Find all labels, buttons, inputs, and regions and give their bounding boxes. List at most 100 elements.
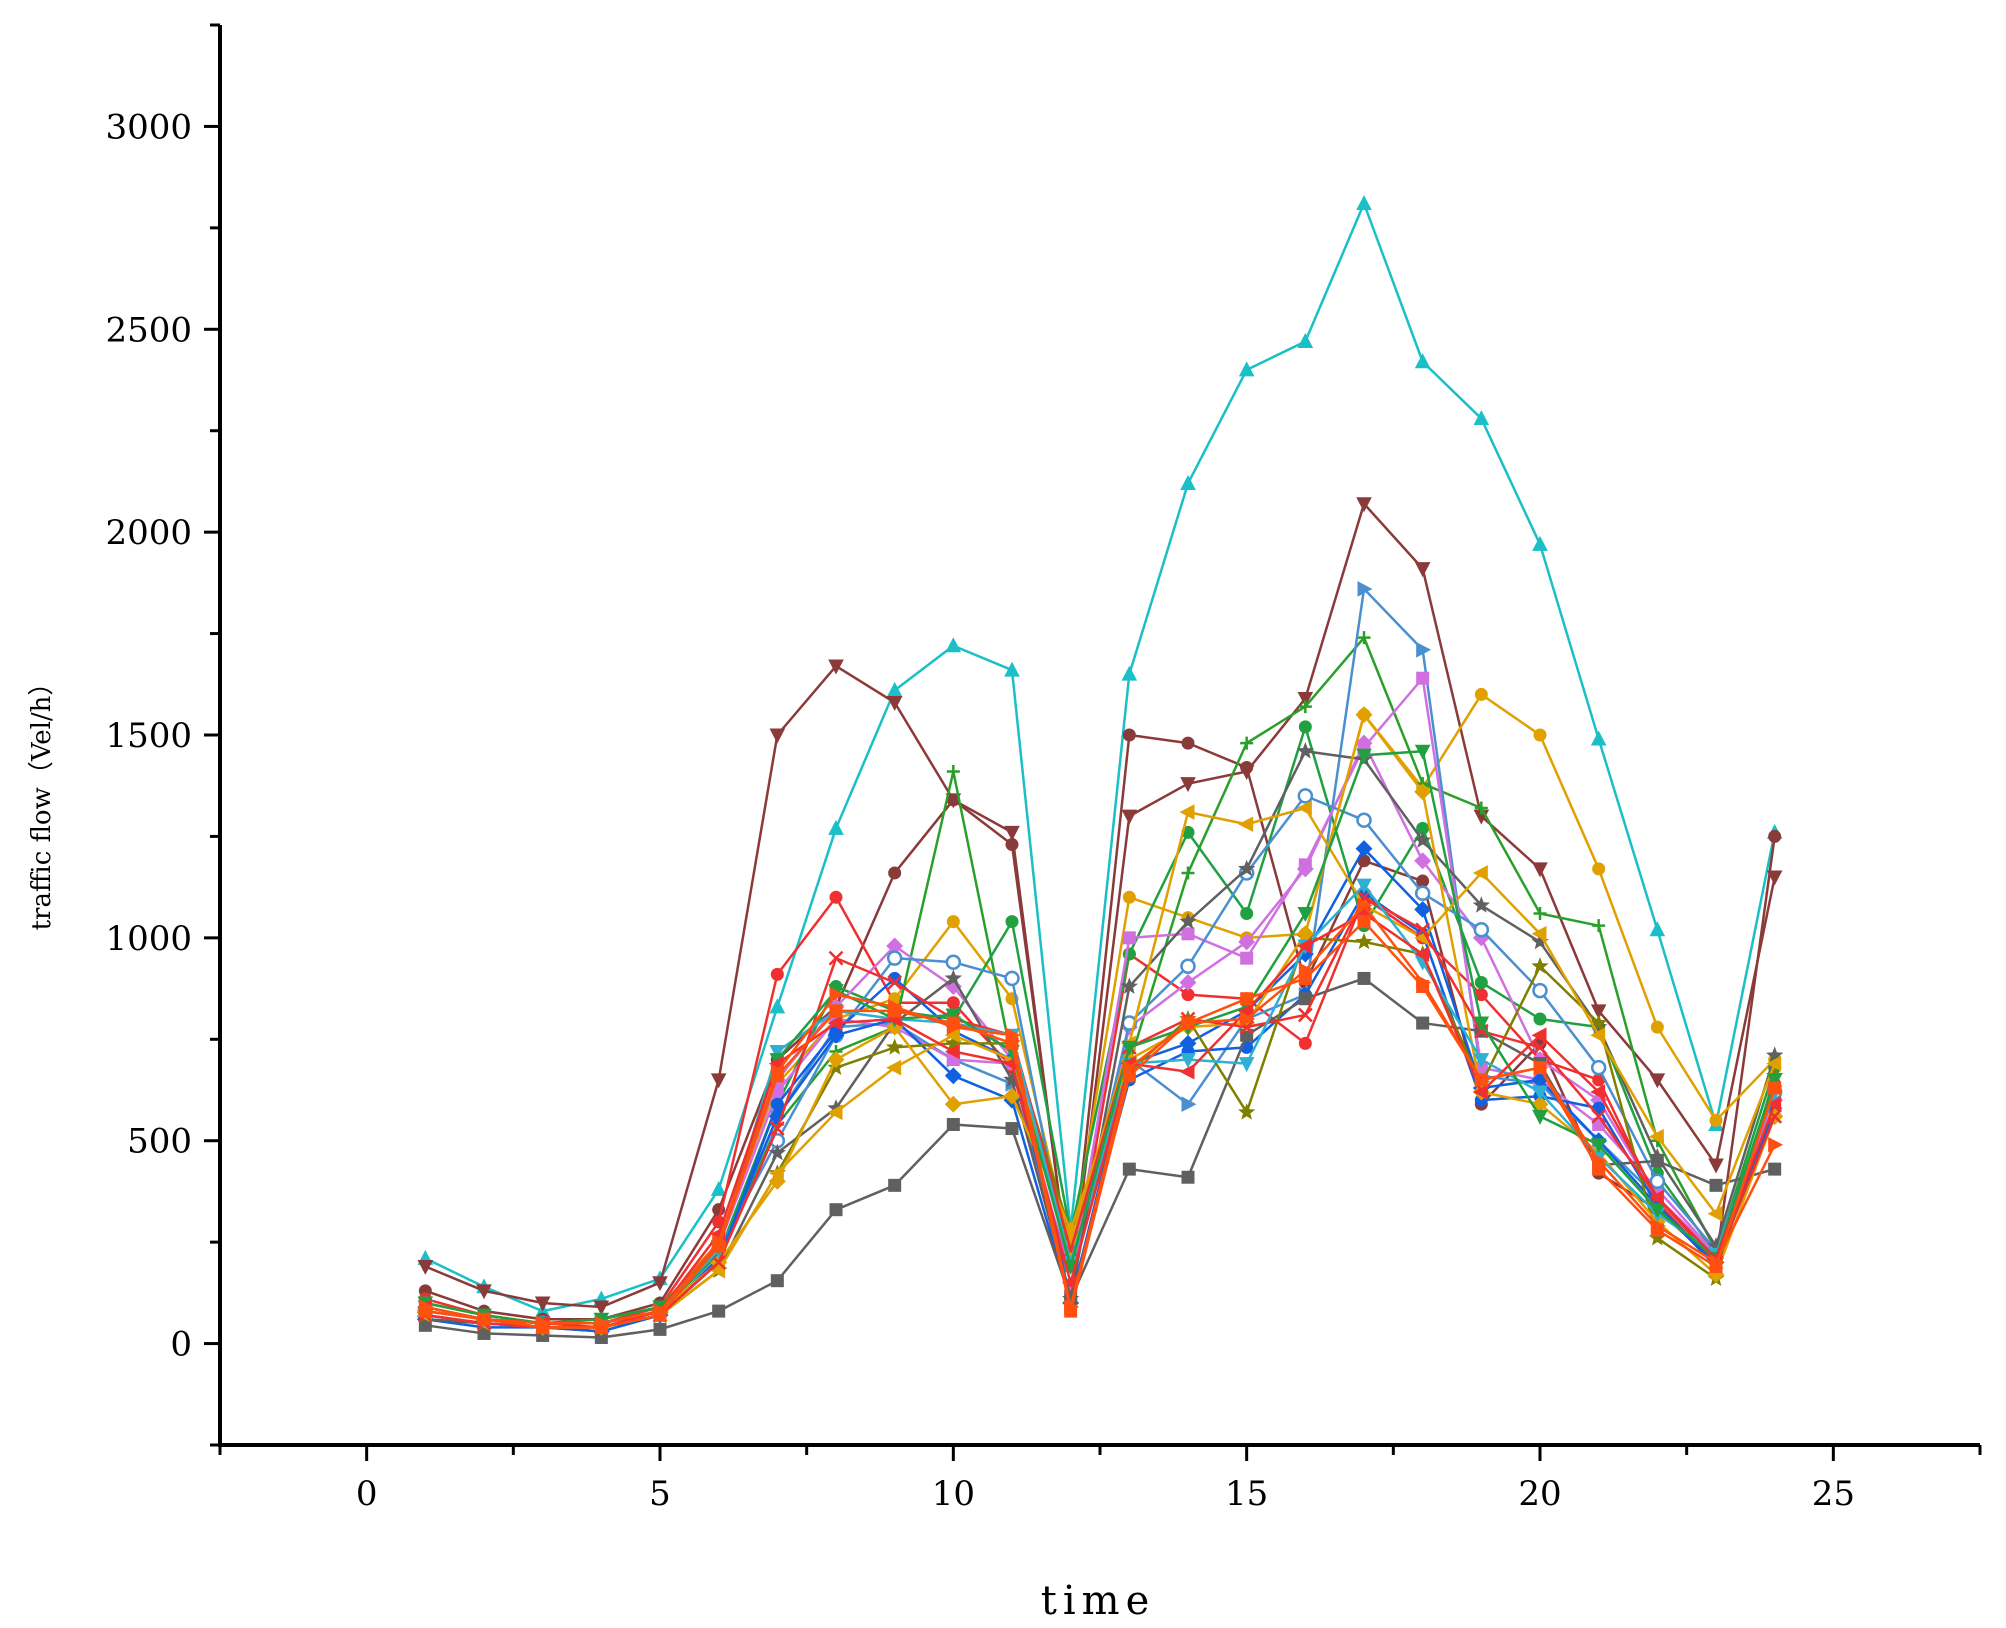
data-point xyxy=(1238,933,1256,951)
data-point xyxy=(1122,728,1136,742)
data-point xyxy=(769,1121,785,1136)
data-point xyxy=(1356,748,1372,764)
data-point xyxy=(1474,801,1488,815)
data-point xyxy=(1590,1013,1608,1031)
data-point xyxy=(1356,878,1372,894)
series-line xyxy=(425,920,1776,1329)
data-point xyxy=(1181,1096,1197,1112)
series-line xyxy=(424,202,1776,1313)
data-point xyxy=(1003,1070,1021,1088)
data-point xyxy=(769,998,786,1014)
data-point xyxy=(1181,927,1195,941)
data-point xyxy=(1005,838,1019,852)
data-point xyxy=(1180,958,1196,975)
data-point xyxy=(1357,971,1371,985)
data-point xyxy=(1590,730,1607,746)
data-point xyxy=(1238,1003,1254,1019)
data-point xyxy=(1238,1057,1255,1073)
data-point xyxy=(1180,475,1196,490)
data-point xyxy=(1766,1055,1782,1072)
data-point xyxy=(1181,736,1195,750)
data-point xyxy=(828,819,844,835)
data-point xyxy=(1355,734,1373,752)
data-point xyxy=(1296,938,1312,954)
data-point xyxy=(944,969,962,986)
data-point xyxy=(1003,1087,1021,1105)
data-point xyxy=(1472,865,1488,881)
data-point xyxy=(1298,720,1312,734)
data-point xyxy=(1005,915,1019,929)
data-point xyxy=(886,1038,904,1055)
data-point xyxy=(1590,1138,1607,1154)
data-point xyxy=(1122,1069,1136,1083)
data-point xyxy=(1122,890,1136,904)
data-point xyxy=(1121,809,1138,825)
data-point xyxy=(946,996,960,1010)
data-point xyxy=(536,1320,550,1334)
data-point xyxy=(1414,831,1432,848)
data-point xyxy=(1650,1154,1664,1168)
data-point xyxy=(1296,860,1314,878)
data-point xyxy=(770,1274,784,1288)
data-point xyxy=(886,1059,902,1076)
data-point xyxy=(1474,975,1488,989)
data-point xyxy=(1767,1108,1783,1124)
data-point xyxy=(827,1015,843,1031)
y-axis-ticks: 0 500 1000 1500 2000 2500 3000 xyxy=(105,23,220,1447)
data-point xyxy=(1004,825,1020,841)
data-point xyxy=(1179,974,1197,991)
data-point xyxy=(946,915,960,929)
y-tick-label: 3000 xyxy=(105,107,192,147)
data-point xyxy=(1414,852,1432,870)
data-point xyxy=(1238,816,1254,833)
data-point xyxy=(1533,728,1547,742)
data-point xyxy=(1768,1162,1782,1176)
data-point xyxy=(886,681,903,697)
data-point xyxy=(1355,706,1373,724)
data-point xyxy=(1472,1084,1488,1100)
data-point xyxy=(1297,788,1314,804)
data-point xyxy=(1297,1007,1313,1023)
data-point xyxy=(1121,1040,1138,1056)
data-point xyxy=(653,1308,667,1322)
data-point xyxy=(946,765,960,779)
data-point xyxy=(1591,1108,1607,1124)
data-point xyxy=(1414,901,1432,918)
data-point xyxy=(1531,1095,1549,1113)
data-point xyxy=(945,1008,962,1024)
data-point xyxy=(1473,921,1490,938)
data-point xyxy=(1298,1036,1312,1050)
data-point xyxy=(1766,1046,1784,1063)
data-point xyxy=(1416,874,1430,888)
data-point xyxy=(1180,1053,1196,1069)
data-point xyxy=(1590,1084,1606,1100)
data-point xyxy=(1416,671,1430,685)
data-point xyxy=(1474,988,1488,1002)
y-tick-label: 1000 xyxy=(105,919,192,959)
data-point xyxy=(768,1107,786,1125)
data-point xyxy=(1768,1081,1782,1095)
data-point xyxy=(1474,687,1488,701)
data-point xyxy=(888,1004,902,1018)
data-point xyxy=(944,1043,960,1060)
series-group xyxy=(416,195,1784,1344)
series-line xyxy=(425,749,1776,1325)
data-point xyxy=(1590,1059,1607,1076)
data-point xyxy=(1531,1027,1547,1044)
data-point xyxy=(768,1172,786,1190)
data-point xyxy=(652,1276,668,1292)
data-point xyxy=(944,1095,962,1113)
data-point xyxy=(1473,410,1490,426)
data-point xyxy=(1355,840,1373,858)
data-point xyxy=(711,1255,727,1270)
x-tick-label: 20 xyxy=(1518,1474,1561,1514)
data-point xyxy=(888,866,902,880)
data-point xyxy=(829,986,845,1003)
y-tick-label: 1500 xyxy=(105,716,192,756)
data-point xyxy=(1650,1223,1664,1237)
data-point xyxy=(712,1304,726,1318)
data-point xyxy=(1473,1016,1490,1032)
data-point xyxy=(1179,804,1195,820)
data-point xyxy=(769,1044,786,1060)
